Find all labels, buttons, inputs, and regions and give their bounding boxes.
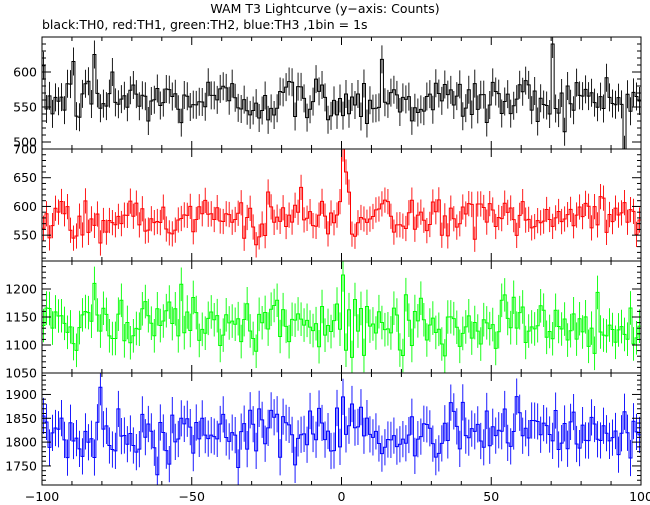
x-tick-label: −100 <box>25 489 59 504</box>
step-line-th2 <box>42 274 641 358</box>
chart-subtitle: black:TH0, red:TH1, green:TH2, blue:TH3 … <box>42 17 368 32</box>
x-tick-label: −50 <box>179 489 205 504</box>
y-tick-label: 1800 <box>5 435 37 450</box>
y-tick-label: 600 <box>13 65 37 80</box>
y-tick-label: 500 <box>13 135 37 150</box>
x-tick-label: 50 <box>483 489 499 504</box>
x-tick-label: 0 <box>338 489 346 504</box>
step-line-th3 <box>42 386 641 476</box>
panel-th2-series <box>42 261 641 373</box>
panel-th0-series <box>42 37 641 149</box>
step-line-th0 <box>42 43 641 149</box>
y-tick-label: 700 <box>13 142 37 157</box>
y-tick-label: 1900 <box>5 387 37 402</box>
panel-th3-series <box>42 373 641 485</box>
y-tick-label: 1850 <box>5 411 37 426</box>
x-tick-label: 100 <box>629 489 650 504</box>
y-tick-label: 1100 <box>5 338 37 353</box>
chart-title: WAM T3 Lightcurve (y−axis: Counts) <box>210 1 440 16</box>
y-tick-label: 600 <box>13 199 37 214</box>
y-tick-label: 1050 <box>5 366 37 381</box>
panel-th1-series <box>42 149 641 258</box>
y-tick-label: 550 <box>13 228 37 243</box>
y-tick-label: 550 <box>13 100 37 115</box>
y-tick-label: 1200 <box>5 282 37 297</box>
y-tick-label: 1750 <box>5 458 37 473</box>
step-line-th1 <box>42 149 641 246</box>
y-tick-label: 1150 <box>5 310 37 325</box>
y-tick-label: 650 <box>13 170 37 185</box>
